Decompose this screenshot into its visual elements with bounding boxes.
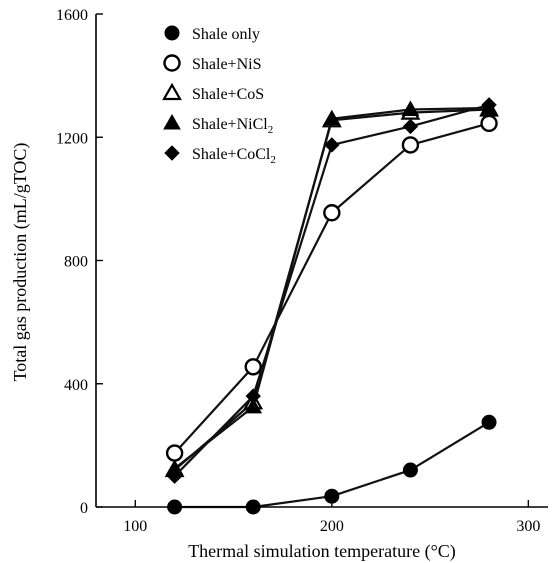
y-tick-label: 1600 [56, 7, 88, 24]
legend-marker-shale-nis [163, 54, 181, 72]
legend-label-shale-cos: Shale+CoS [192, 86, 264, 103]
data-point-shale-nis [244, 358, 262, 376]
data-point-shale-nis [323, 204, 341, 222]
y-tick-label: 1200 [56, 130, 88, 147]
data-point-shale-cocl2 [245, 388, 261, 404]
data-point-shale-cocl2 [166, 468, 183, 484]
data-point-shale-nicl2 [322, 109, 341, 126]
data-point-shale-only [402, 462, 418, 478]
series-shale-nis [165, 114, 498, 462]
legend-label-shale-nis: Shale+NiS [192, 56, 261, 73]
legend-label-shale-nicl2: Shale+NiCl2 [192, 116, 273, 136]
data-point-shale-cocl2 [481, 97, 497, 113]
x-tick-label: 300 [516, 518, 540, 535]
series-line-shale-cos [173, 108, 490, 471]
y-axis-title: Total gas production (mL/gTOC) [10, 143, 31, 382]
series-shale-cocl2 [166, 97, 497, 484]
ticks: 100 200 300 0 400 800 1200 1600 [56, 7, 540, 535]
legend-label-shale-cocl2: Shale+CoCl2 [192, 146, 276, 166]
legend-label-shale-only: Shale only [192, 26, 260, 43]
data-point-shale-nicl2 [244, 397, 263, 414]
data-point-shale-cocl2 [324, 137, 340, 153]
data-point-shale-nicl2 [401, 100, 420, 117]
y-tick-label: 0 [80, 500, 88, 517]
x-tick-label: 200 [320, 518, 344, 535]
x-axis-title: Thermal simulation temperature (°C) [188, 541, 456, 562]
series-line-shale-nis [173, 122, 490, 454]
series-layer [164, 97, 499, 515]
y-tick-label: 800 [64, 254, 88, 271]
legend: Shale only Shale+NiS Shale+CoS Shale+NiCl2 S… [162, 25, 276, 166]
legend-marker-shale-cos [162, 82, 182, 101]
legend-marker-shale-nicl2 [163, 113, 181, 130]
data-point-shale-nis [401, 136, 420, 154]
legend-marker-shale-cocl2 [164, 145, 180, 161]
axes [95, 14, 548, 508]
data-point-shale-nis [165, 444, 184, 462]
x-tick-label: 100 [123, 518, 147, 535]
series-shale-only [167, 414, 497, 515]
y-tick-label: 400 [64, 377, 88, 394]
data-point-shale-only [481, 414, 497, 430]
data-point-shale-nis [480, 114, 498, 133]
data-point-shale-cocl2 [402, 118, 419, 135]
legend-marker-shale-only [164, 25, 180, 41]
